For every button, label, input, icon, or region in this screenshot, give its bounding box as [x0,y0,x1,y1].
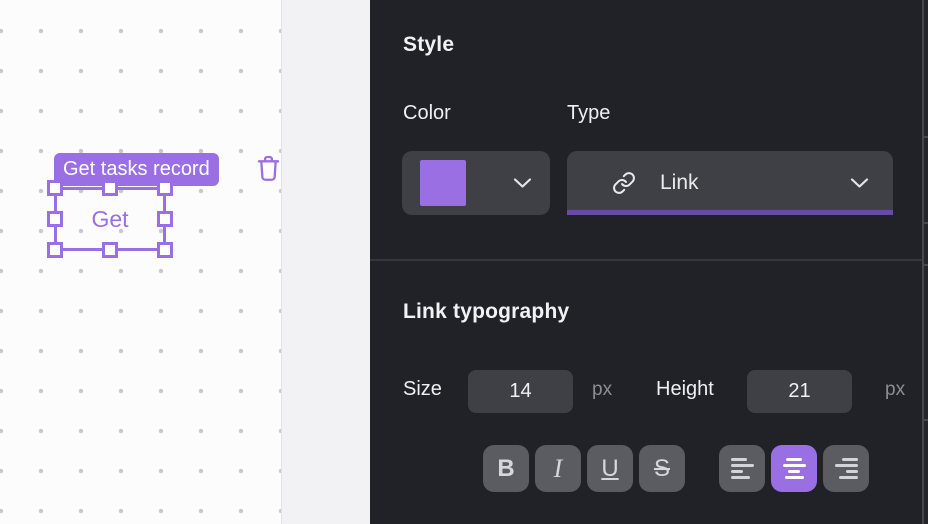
resize-handle-top-right[interactable] [157,180,173,196]
typography-section-heading: Link typography [403,300,570,323]
size-label: Size [403,378,442,400]
type-dropdown[interactable]: Link [567,151,893,215]
trash-icon [257,155,280,182]
resize-handle-bottom-left[interactable] [47,242,63,258]
resize-handle-bottom-middle[interactable] [102,242,118,258]
chevron-down-icon [513,177,532,189]
type-value: Link [660,171,699,194]
height-input[interactable] [747,370,852,413]
style-section-heading: Style [403,33,455,56]
resize-handle-middle-right[interactable] [157,211,173,227]
italic-button[interactable]: I [535,445,581,492]
section-divider [370,259,928,261]
size-input[interactable] [468,370,573,413]
canvas-gutter [281,0,370,524]
color-dropdown[interactable] [402,151,550,215]
node-selection-box[interactable]: Get [47,180,173,258]
align-left-icon [730,458,754,479]
align-left-button[interactable] [719,445,765,492]
color-label: Color [403,102,451,124]
align-right-button[interactable] [823,445,869,492]
type-active-underline [567,210,893,215]
underline-button[interactable]: U [587,445,633,492]
type-label: Type [567,102,611,124]
height-label: Height [656,378,714,400]
delete-node-button[interactable] [255,153,281,183]
resize-handle-top-middle[interactable] [102,180,118,196]
flow-canvas[interactable]: Get tasks record Get [0,0,281,524]
resize-handle-bottom-right[interactable] [157,242,173,258]
align-center-icon [782,458,806,479]
node-title-label[interactable]: Get tasks record [54,153,219,186]
strikethrough-button[interactable]: S [639,445,685,492]
align-right-icon [834,458,858,479]
resize-handle-top-left[interactable] [47,180,63,196]
size-unit: px [592,379,613,400]
bold-button[interactable]: B [483,445,529,492]
settings-panel: Style Color Type Link [370,0,928,524]
clipped-right-panel-edge [922,0,928,524]
link-icon [612,171,636,195]
height-unit: px [885,379,906,400]
node-text: Get [91,205,129,232]
chevron-down-icon [850,177,869,189]
align-center-button[interactable] [771,445,817,492]
color-swatch [420,160,466,206]
resize-handle-middle-left[interactable] [47,211,63,227]
